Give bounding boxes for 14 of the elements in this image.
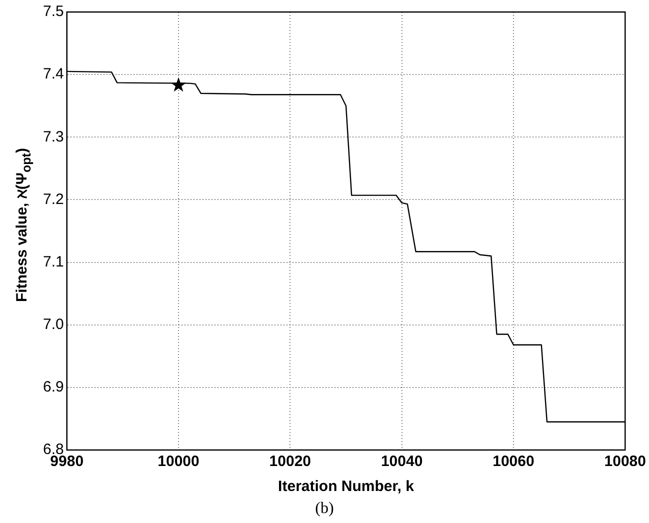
y-tick-label: 6.9 [42, 378, 64, 396]
x-tick-label: 10040 [380, 453, 423, 470]
x-tick-label: 10080 [604, 453, 646, 470]
y-tick-label: 7.2 [42, 190, 64, 208]
x-tick-label: 10020 [269, 453, 312, 470]
y-tick-label: 7.0 [42, 316, 64, 333]
text: (b) [314, 500, 335, 518]
y-tick-label: 7.4 [42, 66, 64, 83]
y-tick-label: 7.1 [42, 253, 64, 270]
y-tick-label: 7.3 [42, 128, 64, 146]
x-tick-label: 10000 [158, 453, 200, 470]
x-axis-title: Iteration Number, k [278, 478, 415, 496]
y-tick-label: 7.5 [42, 3, 64, 20]
x-tick-label: 10060 [492, 453, 534, 470]
